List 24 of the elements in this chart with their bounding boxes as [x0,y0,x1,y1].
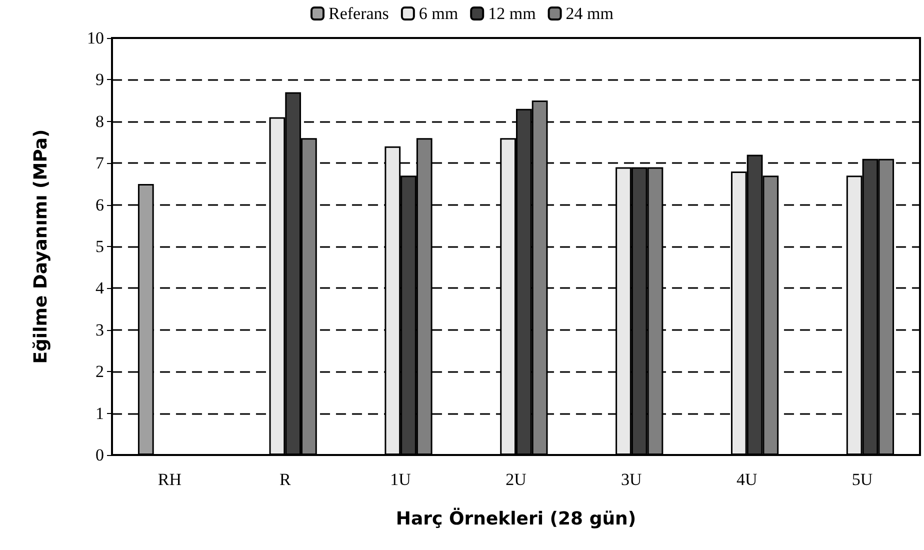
x-tick-label: 2U [506,470,526,489]
x-tick-label: RH [158,470,182,489]
x-tick-label: 1U [390,470,411,489]
y-tick-label: 1 [96,404,104,423]
x-tick-label: 4U [736,470,758,489]
y-tick-label: 7 [96,154,104,173]
y-tick-label: 6 [96,195,104,214]
y-tick-label: 4 [96,278,104,298]
legend-label: 6 mm [418,4,458,23]
y-tick-label: 8 [96,112,104,131]
x-tick-label: 3U [621,470,642,489]
y-axis-title: Eğilme Dayanımı (MPa) [30,129,52,364]
legend-label: 24 mm [566,4,614,23]
y-tick-label: 9 [96,70,104,90]
y-tick-label: 2 [96,362,104,382]
x-tick-label: 5U [852,470,873,489]
legend-label: Referans [328,4,389,23]
y-tick-label: 0 [96,446,104,464]
y-tick-label: 5 [96,237,104,256]
x-tick-label: R [279,470,292,489]
y-tick-label: 3 [96,320,104,340]
legend-label: 12 mm [488,4,536,23]
y-tick-label: 10 [87,28,104,48]
x-axis-title: Harç Örnekleri (28 gün) [396,508,636,530]
